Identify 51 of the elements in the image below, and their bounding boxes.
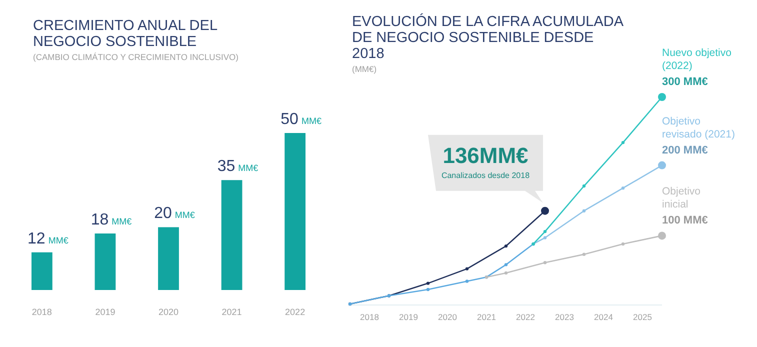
data-label: 50 MM€ xyxy=(280,111,322,128)
data-label: 20 MM€ xyxy=(154,205,195,222)
x-tick-label: 2025 xyxy=(633,312,652,322)
text: Objetivo revisado (2021) xyxy=(662,115,735,140)
bar xyxy=(158,227,179,290)
chart-subtitle: (MM€) xyxy=(352,64,377,74)
annotation: Canalizados desde 2018 xyxy=(441,170,530,180)
annotation: 100 MM€ xyxy=(662,214,708,227)
x-tick-label: 2021 xyxy=(222,307,242,317)
x-tick-label: 2019 xyxy=(399,312,418,322)
point xyxy=(504,263,508,266)
x-tick-label: 2019 xyxy=(95,307,116,317)
x-tick-label: 2022 xyxy=(285,307,306,317)
point xyxy=(543,230,547,234)
x-tick-label: 2022 xyxy=(516,312,536,322)
bar xyxy=(284,133,306,290)
point xyxy=(504,271,508,275)
x-tick-label: 2018 xyxy=(32,307,52,317)
x-tick-label: 2020 xyxy=(438,312,458,322)
chart-subtitle: (CAMBIO CLIMÁTICO Y CRECIMIENTO INCLUSIVO) xyxy=(33,52,239,62)
x-tick-label: 2023 xyxy=(555,312,574,322)
point xyxy=(621,242,625,246)
x-tick-label: 2018 xyxy=(360,312,380,322)
annotation: 200 MM€ xyxy=(662,144,708,156)
point xyxy=(543,261,547,264)
text: Objetivo inicial xyxy=(662,186,701,211)
chart-title: EVOLUCIÓN DE LA CIFRA ACUMULADA DE NEGOCIO SOSTENIBLE DESDE 2018 xyxy=(352,13,624,62)
bar xyxy=(221,180,242,290)
data-label: 35 MM€ xyxy=(217,158,258,176)
point xyxy=(543,236,547,240)
x-tick-label: 2021 xyxy=(477,312,496,322)
point xyxy=(465,280,469,283)
point xyxy=(426,288,430,292)
point xyxy=(465,267,469,270)
annotation: 136MM€ xyxy=(442,142,528,168)
point xyxy=(426,282,430,285)
text: 300 MM€ xyxy=(662,76,708,88)
chart-title: CRECIMIENTO ANUAL DEL NEGOCIO SOSTENIBLE xyxy=(33,18,218,50)
data-label: 18 MM€ xyxy=(90,211,132,228)
x-tick-label: 2024 xyxy=(594,312,614,322)
x-tick-label: 2020 xyxy=(158,307,179,317)
text: Nuevo objetivo (2022) xyxy=(662,47,732,72)
point xyxy=(582,209,586,212)
point xyxy=(621,186,625,190)
point xyxy=(621,140,625,144)
bar xyxy=(31,252,52,290)
point xyxy=(582,184,586,188)
point xyxy=(582,252,586,256)
bar xyxy=(94,233,116,290)
data-label: 12 MM€ xyxy=(28,230,68,248)
point xyxy=(504,244,508,248)
